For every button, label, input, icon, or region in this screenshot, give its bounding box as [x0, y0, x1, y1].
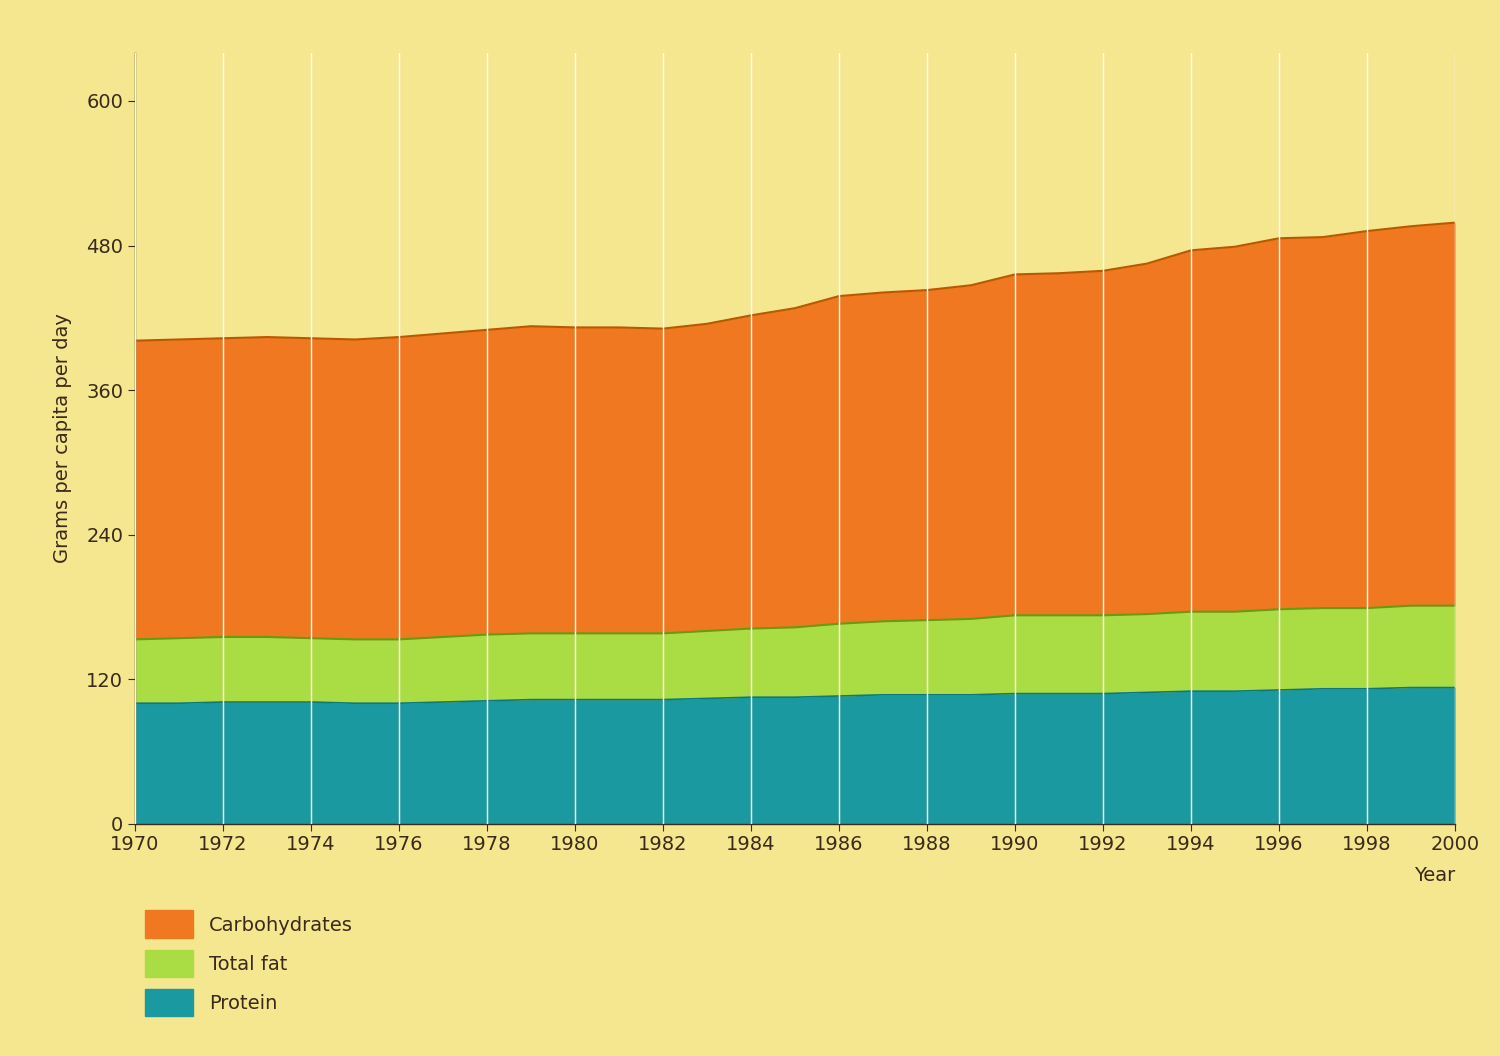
Text: Year: Year — [1413, 866, 1455, 885]
Legend: Carbohydrates, Total fat, Protein: Carbohydrates, Total fat, Protein — [144, 910, 352, 1016]
Y-axis label: Grams per capita per day: Grams per capita per day — [54, 314, 72, 563]
